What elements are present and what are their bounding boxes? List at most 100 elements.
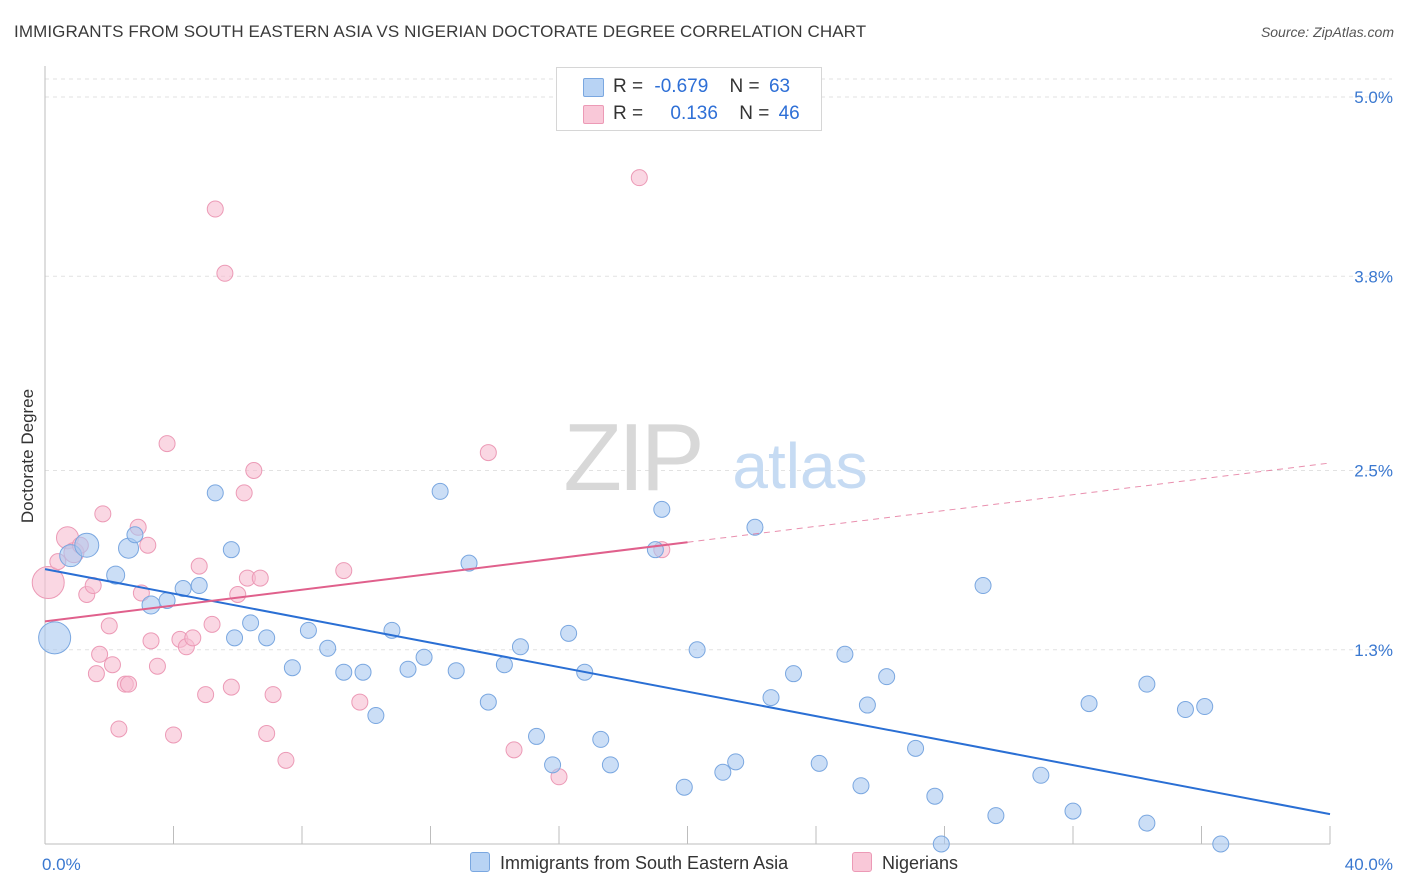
immigrants-point bbox=[878, 668, 896, 686]
nigerians-point bbox=[222, 678, 240, 696]
immigrants-point bbox=[367, 707, 385, 725]
bottom-swatch-blue bbox=[470, 852, 490, 872]
immigrants-point bbox=[746, 518, 764, 536]
immigrants-point bbox=[714, 763, 732, 781]
nigerians-point bbox=[31, 566, 65, 600]
legend-swatch-blue bbox=[583, 78, 604, 97]
nigerians-point bbox=[148, 657, 166, 675]
immigrants-point bbox=[926, 787, 944, 805]
legend-n-value-2: 46 bbox=[778, 103, 800, 124]
nigerians-trend-line-dashed bbox=[687, 462, 1331, 543]
watermark: ZIP atlas bbox=[563, 404, 867, 511]
immigrants-points bbox=[38, 482, 1230, 853]
immigrants-point bbox=[335, 663, 353, 681]
immigrants-point bbox=[447, 662, 465, 680]
nigerians-point bbox=[110, 720, 128, 738]
nigerians-point bbox=[100, 617, 118, 635]
immigrants-point bbox=[399, 660, 417, 678]
nigerians-point bbox=[216, 264, 234, 282]
legend-r-label-2: R = bbox=[613, 103, 644, 124]
immigrants-point bbox=[932, 835, 950, 853]
immigrants-point bbox=[319, 639, 337, 657]
nigerians-point bbox=[505, 741, 523, 759]
y-tick-label: 1.3% bbox=[1354, 641, 1393, 660]
immigrants-point bbox=[283, 659, 301, 677]
immigrants-point bbox=[495, 656, 513, 674]
y-tick-label: 3.8% bbox=[1354, 267, 1393, 286]
immigrants-point bbox=[592, 730, 610, 748]
nigerians-point bbox=[258, 724, 276, 742]
nigerians-point bbox=[94, 505, 112, 523]
legend-r-label-1: R = bbox=[613, 76, 644, 97]
immigrants-point bbox=[675, 778, 693, 796]
immigrants-point bbox=[601, 756, 619, 774]
immigrants-point bbox=[1176, 701, 1194, 719]
nigerians-point bbox=[91, 645, 109, 663]
immigrants-point bbox=[762, 689, 780, 707]
immigrants-point bbox=[688, 641, 706, 659]
nigerians-point bbox=[142, 632, 160, 650]
stats-legend: R = -0.679 N = 63 R = 0.136 N = 46 bbox=[556, 67, 822, 131]
immigrants-point bbox=[544, 756, 562, 774]
immigrants-point bbox=[511, 638, 529, 656]
nigerians-point bbox=[277, 751, 295, 769]
immigrants-point bbox=[987, 807, 1005, 825]
immigrants-point bbox=[126, 526, 144, 544]
y-tick-labels: 1.3% 2.5% 3.8% 5.0% bbox=[1354, 88, 1393, 660]
immigrants-point bbox=[810, 754, 828, 772]
immigrants-trend-line bbox=[44, 568, 1331, 816]
immigrants-point bbox=[190, 577, 208, 595]
legend-n-value-1: 63 bbox=[768, 76, 791, 97]
x-tick-label: 0.0% bbox=[42, 855, 81, 874]
y-axis-label: Doctorate Degree bbox=[18, 389, 37, 523]
nigerians-point bbox=[479, 444, 497, 462]
immigrants-point bbox=[653, 500, 671, 518]
immigrants-point bbox=[415, 648, 433, 666]
bottom-swatch-pink bbox=[852, 852, 872, 872]
immigrants-point bbox=[38, 621, 72, 655]
axes bbox=[44, 66, 1331, 845]
nigerians-point bbox=[197, 686, 215, 704]
nigerians-point bbox=[184, 629, 202, 647]
y-tick-label: 5.0% bbox=[1354, 88, 1393, 107]
immigrants-point bbox=[206, 484, 224, 502]
nigerians-point bbox=[190, 557, 208, 575]
watermark-atlas: atlas bbox=[732, 430, 867, 502]
immigrants-point bbox=[560, 624, 578, 642]
immigrants-point bbox=[852, 777, 870, 795]
nigerians-point bbox=[103, 656, 121, 674]
nigerians-point bbox=[245, 462, 263, 479]
bottom-legend-blue-label: Immigrants from South Eastern Asia bbox=[500, 853, 789, 873]
immigrants-point bbox=[1212, 835, 1230, 853]
nigerians-point bbox=[206, 200, 224, 218]
x-tick-labels: 0.0% 40.0% bbox=[42, 855, 1393, 874]
immigrants-point bbox=[1080, 695, 1098, 713]
nigerians-point bbox=[165, 726, 182, 744]
legend-r-value-2: 0.136 bbox=[670, 103, 718, 124]
immigrants-point bbox=[727, 753, 745, 771]
nigerians-point bbox=[335, 562, 353, 580]
nigerians-points bbox=[31, 169, 671, 786]
legend-r-value-1: -0.679 bbox=[654, 76, 709, 97]
trend-lines bbox=[44, 462, 1331, 816]
chart-title: IMMIGRANTS FROM SOUTH EASTERN ASIA VS NI… bbox=[14, 22, 867, 41]
immigrants-point bbox=[106, 565, 126, 585]
immigrants-point bbox=[222, 541, 240, 559]
nigerians-point bbox=[251, 569, 269, 587]
immigrants-point bbox=[74, 532, 100, 558]
immigrants-point bbox=[836, 645, 854, 663]
nigerians-point bbox=[264, 686, 282, 704]
source-label: Source: ZipAtlas.com bbox=[1260, 24, 1394, 40]
immigrants-point bbox=[258, 629, 276, 647]
nigerians-point bbox=[235, 484, 253, 502]
nigerians-point bbox=[87, 665, 105, 683]
immigrants-point bbox=[907, 739, 925, 757]
y-tick-label: 2.5% bbox=[1354, 462, 1393, 481]
immigrants-point bbox=[528, 727, 546, 745]
legend-swatch-pink bbox=[583, 105, 604, 124]
legend-n-label-1: N = bbox=[729, 76, 760, 97]
immigrants-point bbox=[141, 595, 161, 615]
immigrants-point bbox=[974, 577, 992, 595]
nigerians-point bbox=[203, 615, 221, 633]
immigrants-point bbox=[1064, 802, 1082, 820]
